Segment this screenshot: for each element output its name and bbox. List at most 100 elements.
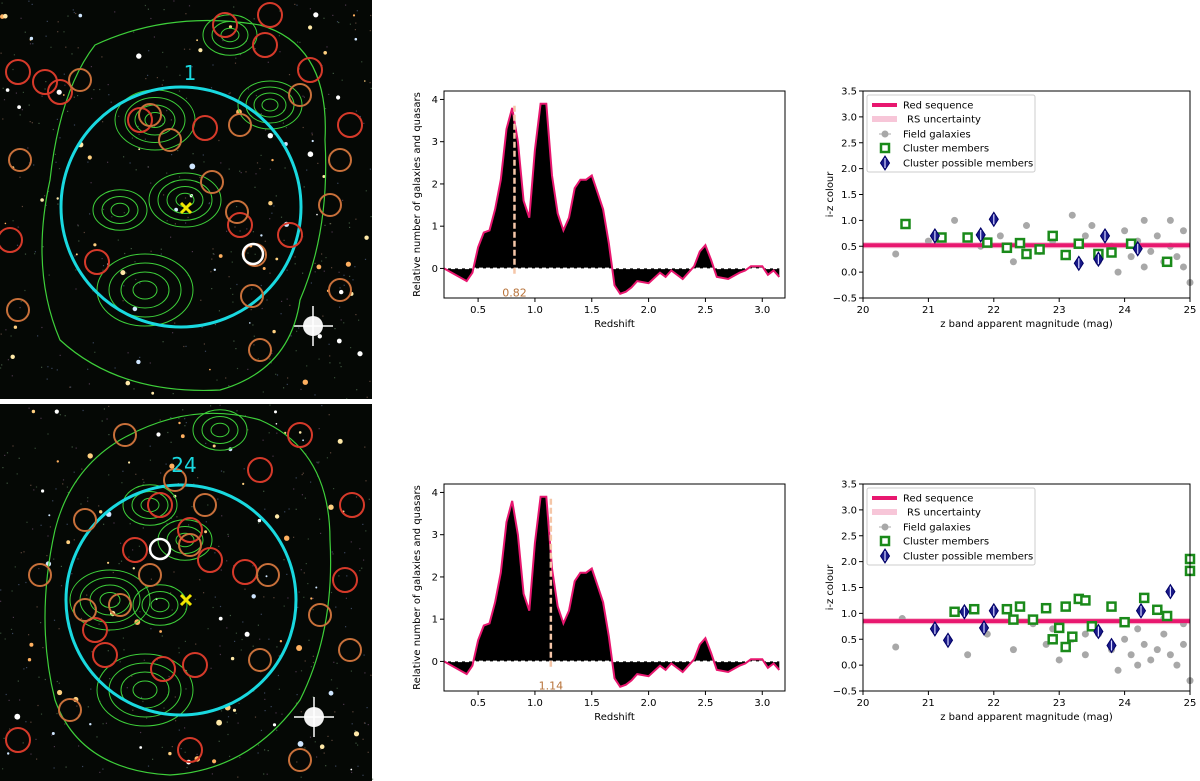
sky-noise — [178, 417, 180, 419]
y-axis-label: i-z colour — [825, 564, 836, 611]
star — [232, 708, 237, 712]
sky-noise — [46, 378, 48, 380]
sky-noise — [31, 3, 33, 5]
sky-noise — [362, 523, 364, 525]
sky-noise — [98, 505, 100, 507]
sky-noise — [178, 729, 180, 731]
sky-noise — [218, 310, 220, 312]
sky-noise — [53, 558, 55, 560]
sky-noise — [199, 176, 201, 178]
sky-noise — [0, 589, 2, 591]
sky-noise — [37, 704, 39, 707]
sky-noise — [295, 702, 298, 704]
sky-noise — [73, 471, 75, 473]
sky-noise — [318, 358, 320, 360]
sky-noise — [29, 121, 31, 123]
x-tick-label: 24 — [1118, 698, 1131, 709]
y-axis-label: Relative number of galaxies and quasars — [412, 485, 423, 690]
sky-noise — [219, 404, 221, 406]
sky-noise — [201, 326, 203, 328]
sky-noise — [178, 652, 180, 654]
sky-noise — [6, 482, 8, 484]
sky-noise — [281, 300, 283, 302]
sky-noise — [44, 195, 46, 197]
sky-noise — [162, 123, 164, 125]
member-marker — [337, 112, 363, 138]
candidate-marker — [248, 338, 272, 362]
contour-ring — [210, 422, 230, 438]
x-tick-label: 25 — [1184, 698, 1197, 709]
star — [4, 222, 7, 225]
sky-noise — [268, 432, 270, 434]
star — [350, 768, 353, 771]
legend-rs-uncertainty-swatch — [872, 116, 897, 122]
sky-noise — [191, 506, 193, 508]
star — [57, 689, 63, 696]
field-galaxy-point — [1055, 656, 1063, 664]
sky-noise — [251, 288, 253, 290]
sky-noise — [264, 749, 266, 751]
sky-noise — [102, 269, 104, 271]
star — [353, 731, 360, 737]
sky-noise — [244, 588, 246, 590]
sky-noise — [2, 87, 4, 89]
sky-noise — [142, 527, 144, 529]
sky-noise — [87, 161, 89, 163]
contour-ring — [101, 196, 139, 224]
y-tick-label: 0.0 — [841, 661, 857, 672]
sky-noise — [210, 87, 213, 89]
sky-noise — [225, 377, 227, 379]
sky-noise — [38, 676, 40, 678]
sky-noise — [207, 504, 209, 506]
sky-noise — [120, 542, 122, 544]
member-marker — [177, 517, 203, 543]
sky-noise — [40, 713, 43, 715]
sky-noise — [264, 240, 266, 242]
sky-noise — [112, 571, 114, 574]
legend-label: Red sequence — [903, 494, 973, 505]
sky-noise — [183, 48, 186, 50]
candidate-marker — [256, 563, 280, 587]
sky-noise — [277, 674, 279, 677]
cluster-member-point — [1073, 238, 1085, 249]
sky-noise — [226, 721, 228, 723]
cluster-member-point — [1106, 247, 1117, 258]
x-tick-label: 22 — [987, 698, 1000, 709]
sky-noise — [276, 646, 278, 648]
sky-noise — [75, 269, 77, 271]
sky-noise — [259, 168, 261, 170]
sky-noise — [184, 640, 186, 642]
sky-noise — [23, 668, 25, 670]
star — [267, 133, 273, 139]
sky-noise — [194, 598, 196, 600]
member-marker — [192, 115, 218, 141]
sky-noise — [1, 364, 3, 366]
sky-noise — [264, 710, 266, 712]
cluster-member-point — [900, 218, 911, 230]
contour-ring — [144, 112, 166, 128]
sky-noise — [267, 750, 269, 752]
sky-noise — [214, 596, 216, 598]
sky-noise — [338, 21, 340, 24]
y-tick-label: 0.5 — [841, 242, 857, 253]
star — [262, 267, 266, 270]
sky-noise — [284, 167, 286, 169]
sky-noise — [320, 748, 322, 750]
sky-noise — [304, 660, 306, 662]
sky-noise — [210, 405, 212, 407]
sky-noise — [240, 54, 242, 56]
y-tick-label: 2.0 — [841, 164, 857, 175]
contour-ring — [141, 591, 179, 619]
sky-noise — [25, 581, 27, 584]
sky-noise — [191, 66, 193, 68]
sky-noise — [257, 752, 259, 754]
sky-noise — [300, 670, 303, 672]
sky-noise — [289, 304, 291, 306]
x-tick-label: 1.0 — [527, 698, 543, 709]
x-tick-label: 3.0 — [754, 305, 770, 316]
sky-noise — [77, 225, 79, 227]
sky-noise — [21, 205, 23, 208]
sky-noise — [269, 404, 271, 406]
sky-noise — [147, 765, 150, 767]
sky-noise — [57, 21, 59, 23]
